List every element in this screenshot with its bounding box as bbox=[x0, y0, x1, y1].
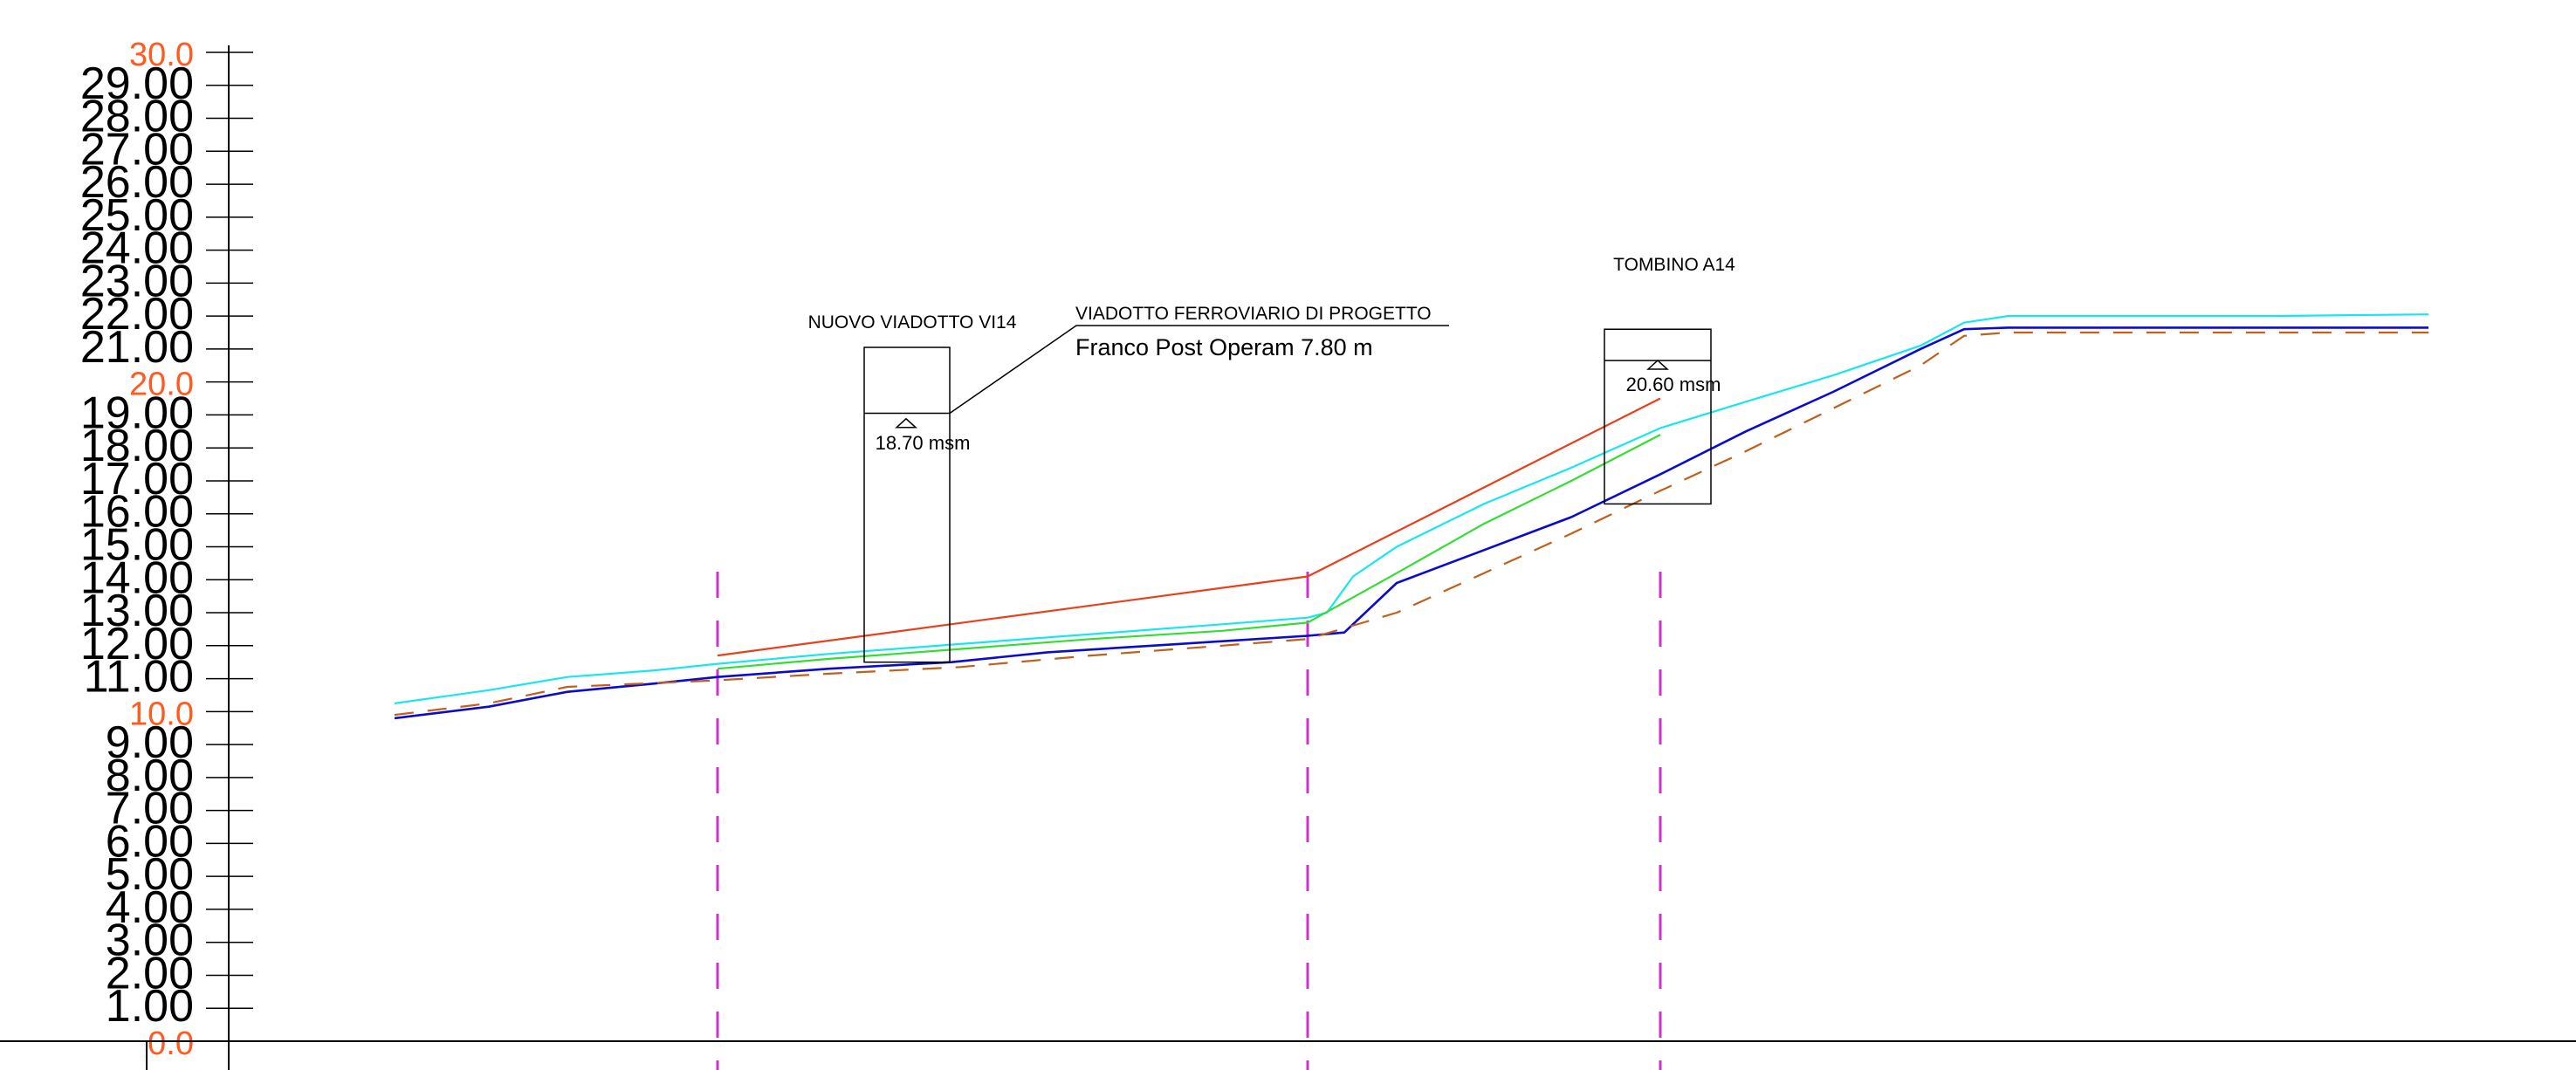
y-tick-label: 23.00 bbox=[80, 256, 194, 306]
y-tick-label: 7.00 bbox=[106, 784, 194, 834]
culvert-box bbox=[1604, 328, 1712, 505]
culvert-structure: TOMBINO A14 20.60 msm bbox=[1604, 255, 1735, 505]
viaduct-elevation-label: 18.70 msm bbox=[876, 432, 971, 454]
viaduct-pier-box bbox=[863, 346, 951, 663]
y-tick-label: 15.00 bbox=[80, 520, 194, 571]
y-tick-label: 30.0 bbox=[129, 37, 194, 73]
series-blue-line bbox=[394, 326, 2428, 720]
y-tick-label: 25.00 bbox=[80, 190, 194, 241]
y-tick-label: 28.00 bbox=[80, 92, 194, 142]
callout-title: VIADOTTO FERROVIARIO DI PROGETTO bbox=[1075, 304, 1432, 324]
section-markers bbox=[716, 572, 1662, 1070]
y-tick-label: 21.00 bbox=[80, 322, 194, 373]
y-tick-label: 26.00 bbox=[80, 157, 194, 208]
y-tick-label: 9.00 bbox=[106, 717, 194, 768]
callout-leader-line bbox=[949, 325, 1449, 415]
viaduct-structure: NUOVO VIADOTTO VI14 18.70 msm VIADOTTO F… bbox=[808, 304, 1449, 663]
y-tick-label: 1.00 bbox=[106, 981, 194, 1032]
viaduct-name-label: NUOVO VIADOTTO VI14 bbox=[808, 312, 1017, 333]
y-tick-label: 19.00 bbox=[80, 388, 194, 438]
series-embankment-line bbox=[717, 397, 1661, 657]
culvert-elevation-label: 20.60 msm bbox=[1626, 374, 1721, 395]
y-tick-label: 18.00 bbox=[80, 421, 194, 471]
y-tick-label: 29.00 bbox=[80, 58, 194, 109]
viaduct-level-triangle-icon bbox=[895, 417, 917, 429]
y-tick-label: 4.00 bbox=[106, 882, 194, 933]
y-tick-label: 2.00 bbox=[106, 948, 194, 998]
structures: NUOVO VIADOTTO VI14 18.70 msm VIADOTTO F… bbox=[808, 255, 1735, 663]
y-tick-label: 27.00 bbox=[80, 124, 194, 175]
y-tick-label: 10.0 bbox=[129, 696, 194, 732]
y-axis-ticks: 0.01.002.003.004.005.006.007.008.009.001… bbox=[80, 37, 253, 1062]
y-tick-label: 12.00 bbox=[80, 619, 194, 669]
y-tick-label: 0.0 bbox=[148, 1025, 194, 1062]
axes bbox=[0, 45, 2576, 1070]
profile-series bbox=[394, 313, 2429, 720]
y-tick-label: 8.00 bbox=[106, 751, 194, 801]
y-tick-label: 3.00 bbox=[106, 916, 194, 966]
y-tick-label: 14.00 bbox=[80, 552, 194, 603]
y-tick-label: 17.00 bbox=[80, 454, 194, 504]
y-tick-label: 20.0 bbox=[129, 367, 194, 403]
culvert-level-triangle-icon bbox=[1646, 359, 1669, 370]
series-dashed-line bbox=[394, 331, 2428, 717]
y-tick-label: 6.00 bbox=[106, 816, 194, 867]
y-tick-label: 16.00 bbox=[80, 487, 194, 538]
y-tick-label: 13.00 bbox=[80, 586, 194, 636]
y-tick-label: 22.00 bbox=[80, 289, 194, 340]
y-tick-label: 11.00 bbox=[84, 652, 194, 703]
callout-text: Franco Post Operam 7.80 m bbox=[1075, 334, 1373, 360]
y-tick-label: 24.00 bbox=[80, 223, 194, 274]
series-cyan-line bbox=[394, 313, 2429, 704]
culvert-name-label: TOMBINO A14 bbox=[1613, 255, 1735, 275]
series-green-line bbox=[717, 434, 1661, 670]
y-tick-label: 5.00 bbox=[106, 849, 194, 900]
